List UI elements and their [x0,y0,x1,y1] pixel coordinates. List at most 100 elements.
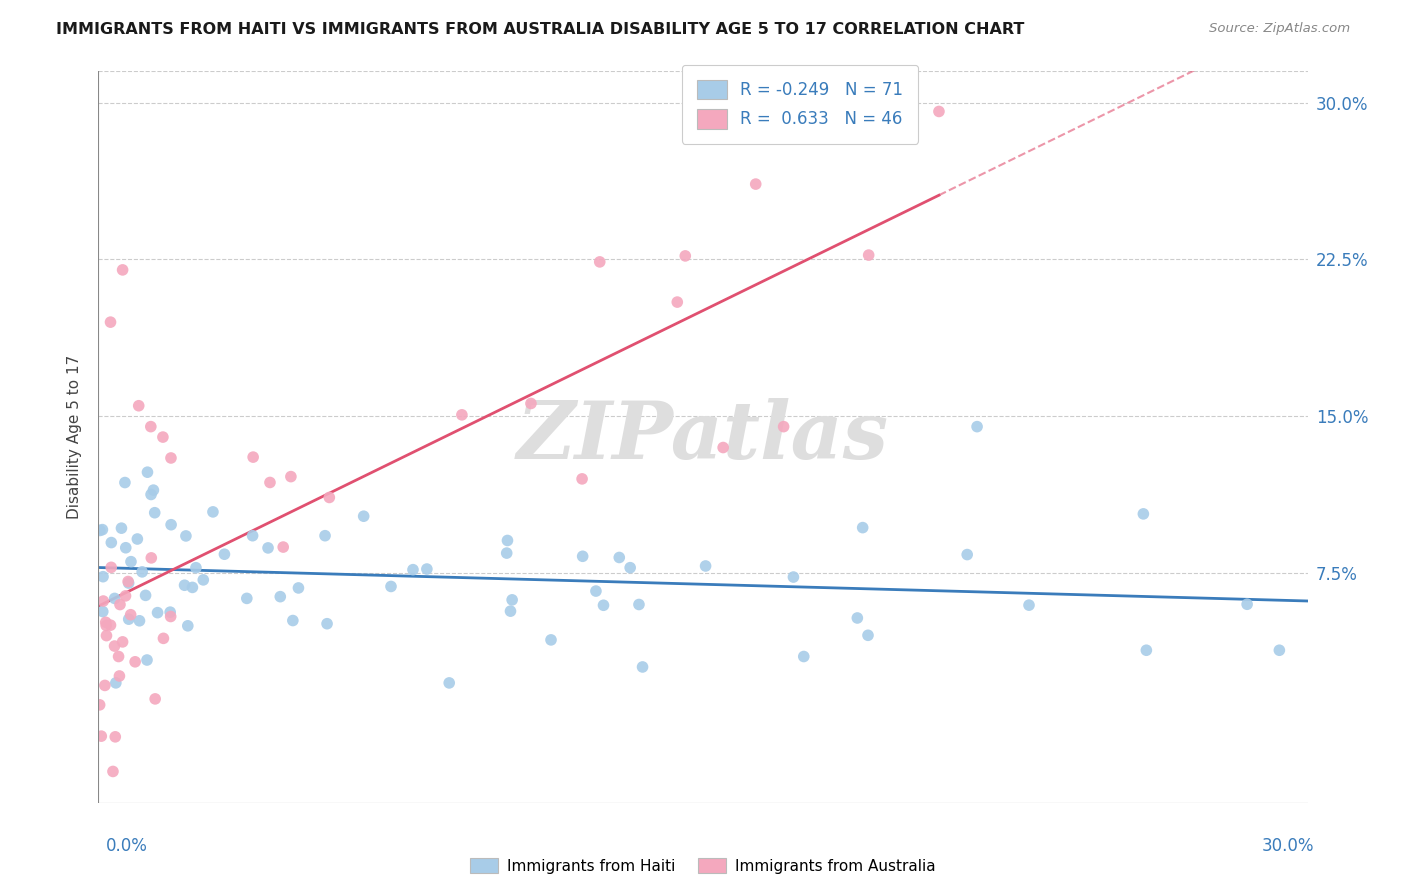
Point [96,618,118,632]
Point [177,619,200,633]
Point [793,649,815,664]
Point [318,491,340,505]
Point [956,548,979,562]
Point [131,565,153,579]
Point [174,529,197,543]
Text: Source: ZipAtlas.com: Source: ZipAtlas.com [1209,22,1350,36]
Point [858,248,880,262]
Point [89,698,111,712]
Point [142,483,165,497]
Point [607,550,630,565]
Text: IMMIGRANTS FROM HAITI VS IMMIGRANTS FROM AUSTRALIA DISABILITY AGE 5 TO 17 CORREL: IMMIGRANTS FROM HAITI VS IMMIGRANTS FROM… [56,22,1025,37]
Point [1236,597,1258,611]
Point [1268,643,1291,657]
Point [139,487,162,501]
Point [111,635,134,649]
Point [128,614,150,628]
Point [100,315,122,329]
Point [269,590,291,604]
Point [104,730,127,744]
Point [100,618,122,632]
Point [143,506,166,520]
Point [451,408,474,422]
Point [117,576,139,591]
Point [966,419,988,434]
Point [214,547,236,561]
Point [184,560,207,574]
Point [281,614,304,628]
Point [1135,643,1157,657]
Point [100,560,122,574]
Point [496,533,519,548]
Point [316,616,339,631]
Point [271,540,294,554]
Point [90,729,112,743]
Point [856,628,879,642]
Point [571,549,593,564]
Point [91,523,114,537]
Point [437,676,460,690]
Point [108,598,131,612]
Point [501,592,523,607]
Point [695,559,717,574]
Point [619,560,641,574]
Point [846,611,869,625]
Point [592,599,614,613]
Point [114,589,136,603]
Point [91,570,114,584]
Point [280,469,302,483]
Point [96,629,118,643]
Point [114,475,136,490]
Point [136,465,159,479]
Text: 0.0%: 0.0% [105,837,148,855]
Point [117,574,139,589]
Point [711,441,734,455]
Point [257,541,280,555]
Point [100,535,122,549]
Point [127,532,149,546]
Point [540,632,562,647]
Point [1132,507,1154,521]
Point [181,581,204,595]
Point [1018,598,1040,612]
Point [128,399,150,413]
Point [416,562,439,576]
Point [91,594,114,608]
Legend: Immigrants from Haiti, Immigrants from Australia: Immigrants from Haiti, Immigrants from A… [464,852,942,880]
Point [287,581,309,595]
Point [627,598,650,612]
Point [104,591,127,606]
Point [135,588,157,602]
Point [782,570,804,584]
Point [380,579,402,593]
Point [146,606,169,620]
Point [120,555,142,569]
Point [242,450,264,464]
Point [141,550,163,565]
Y-axis label: Disability Age 5 to 17: Disability Age 5 to 17 [66,355,82,519]
Point [585,584,607,599]
Point [495,546,517,560]
Point [136,653,159,667]
Point [91,605,114,619]
Point [143,692,166,706]
Point [104,676,127,690]
Text: 30.0%: 30.0% [1263,837,1315,855]
Point [571,472,593,486]
Point [631,660,654,674]
Point [772,419,794,434]
Point [103,639,125,653]
Point [111,263,134,277]
Point [160,450,183,465]
Point [589,255,612,269]
Point [101,764,124,779]
Point [159,605,181,619]
Legend: R = -0.249   N = 71, R =  0.633   N = 46: R = -0.249 N = 71, R = 0.633 N = 46 [682,65,918,144]
Point [242,529,264,543]
Point [852,520,875,534]
Point [259,475,281,490]
Point [139,419,162,434]
Point [744,177,766,191]
Point [314,529,336,543]
Point [89,524,111,538]
